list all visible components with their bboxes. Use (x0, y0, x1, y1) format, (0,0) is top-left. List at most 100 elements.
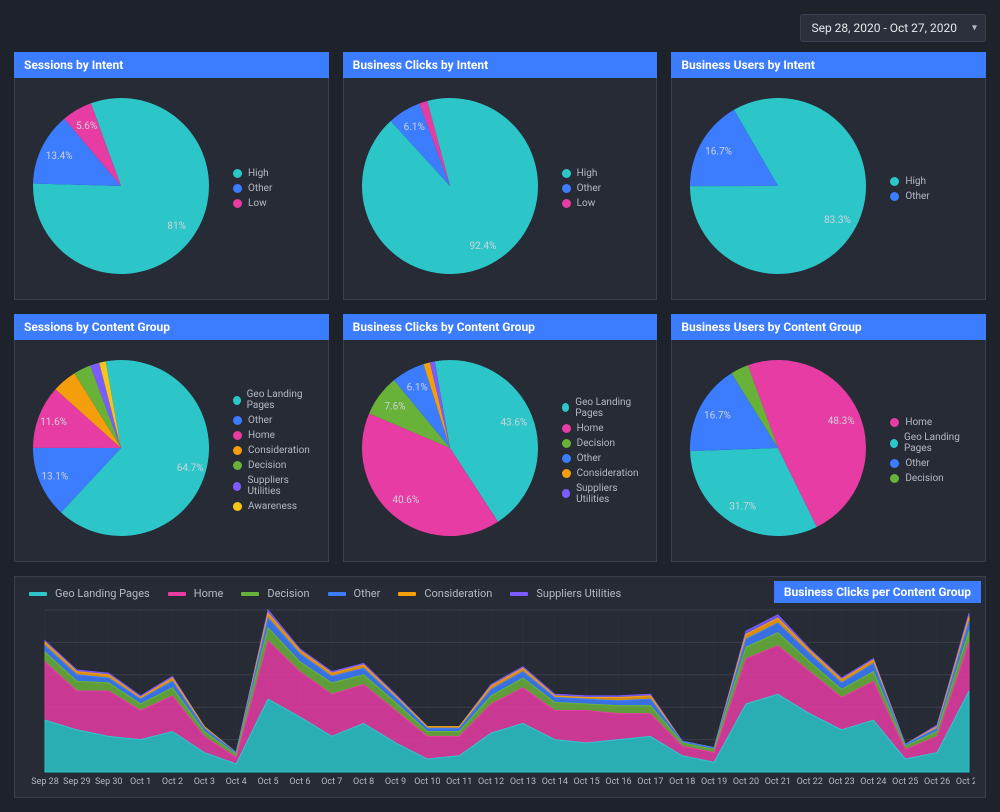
legend-item[interactable]: Home (890, 417, 977, 428)
pie-slice-pct: 83.3% (824, 215, 851, 226)
legend-swatch (233, 396, 241, 405)
panel-title: Business Users by Content Group (671, 314, 986, 340)
legend-item[interactable]: Other (890, 191, 929, 202)
legend-swatch (890, 459, 899, 468)
legend-label: Suppliers Utilities (247, 475, 319, 497)
legend-label: Consideration (248, 445, 310, 456)
panel-title: Sessions by Intent (14, 52, 329, 78)
x-axis-label: Oct 14 (542, 777, 568, 787)
legend-item[interactable]: High (890, 176, 929, 187)
series-legend-item[interactable]: Other (328, 587, 381, 600)
legend-item[interactable]: Consideration (562, 468, 649, 479)
legend-label: Other (248, 415, 272, 426)
panel-body: 81% 13.4% 5.6% High Other Low (14, 78, 329, 300)
pie-slice-pct: 81% (167, 221, 186, 232)
pie-legend: Geo Landing Pages Other Home Consideration D… (233, 389, 320, 512)
legend-item[interactable]: Decision (233, 460, 320, 471)
series-legend-item[interactable]: Geo Landing Pages (29, 587, 150, 600)
x-axis-label: Oct 20 (733, 777, 759, 787)
legend-swatch (398, 592, 416, 596)
legend-item[interactable]: Other (233, 415, 320, 426)
legend-item[interactable]: Home (562, 423, 649, 434)
series-legend-item[interactable]: Home (168, 587, 224, 600)
legend-item[interactable]: Decision (562, 438, 649, 449)
legend-item[interactable]: High (562, 168, 601, 179)
pie-panel-clicks-content: Business Clicks by Content Group43.6%40.… (343, 314, 658, 562)
x-axis-label: Sep 30 (95, 777, 123, 787)
legend-swatch (29, 592, 47, 596)
legend-item[interactable]: Other (562, 183, 601, 194)
panel-body: 92.4%6.1% High Other Low (343, 78, 658, 300)
legend-swatch (233, 431, 242, 440)
legend-label: High (577, 168, 598, 179)
legend-swatch (562, 439, 571, 448)
legend-item[interactable]: Other (562, 453, 649, 464)
pie-slice-pct: 5.6% (76, 121, 97, 132)
pie-panel-sessions-content: Sessions by Content Group64.7%13.1%11.6%… (14, 314, 329, 562)
legend-item[interactable]: Awareness (233, 501, 320, 512)
legend-swatch (562, 403, 570, 412)
legend-label: Other (577, 453, 601, 464)
legend-swatch (233, 184, 242, 193)
legend-label: Geo Landing Pages (247, 389, 320, 411)
pie-slice-pct: 6.1% (406, 382, 427, 393)
area-chart-title: Business Clicks per Content Group (774, 581, 981, 603)
panel-title: Sessions by Content Group (14, 314, 329, 340)
panel-body: 64.7%13.1%11.6%Geo Landing PagesOtherHom… (14, 340, 329, 562)
legend-label: Consideration (577, 468, 639, 479)
legend-item[interactable]: Consideration (233, 445, 320, 456)
series-legend-item[interactable]: Suppliers Utilities (510, 587, 621, 600)
pie-chart: 92.4%6.1% (352, 86, 548, 291)
panel-body: 83.3% 16.7% High Other (671, 78, 986, 300)
x-axis-label: Oct 23 (828, 777, 854, 787)
panel-body: 43.6%40.6%7.6%6.1%Geo Landing PagesHomeD… (343, 340, 658, 562)
legend-swatch (562, 489, 570, 498)
series-legend-item[interactable]: Decision (241, 587, 309, 600)
legend-item[interactable]: Geo Landing Pages (233, 389, 320, 411)
legend-label: Other (905, 191, 929, 202)
pie-slice-pct: 16.7% (705, 146, 732, 157)
legend-label: Low (577, 198, 596, 209)
legend-item[interactable]: Low (562, 198, 601, 209)
legend-item[interactable]: Low (233, 198, 272, 209)
x-axis-label: Oct 22 (797, 777, 823, 787)
pie-slice-pct: 13.4% (46, 151, 73, 162)
x-axis-label: Oct 18 (669, 777, 695, 787)
date-range-picker[interactable]: Sep 28, 2020 - Oct 27, 2020 ▾ (800, 14, 986, 42)
pie-panel-users-intent: Business Users by Intent 83.3% 16.7% High Ot… (671, 52, 986, 300)
legend-label: Other (905, 458, 929, 469)
legend-swatch (233, 502, 242, 511)
legend-item[interactable]: Home (233, 430, 320, 441)
area-chart-legend: Geo Landing Pages Home Decision Other Consid… (15, 577, 675, 604)
series-legend-item[interactable]: Consideration (398, 587, 492, 600)
panel-title: Business Users by Intent (671, 52, 986, 78)
legend-swatch (328, 592, 346, 596)
legend-swatch (233, 461, 242, 470)
legend-swatch (562, 454, 571, 463)
legend-item[interactable]: Geo Landing Pages (562, 397, 649, 419)
legend-label: Decision (267, 587, 309, 600)
legend-item[interactable]: Suppliers Utilities (233, 475, 320, 497)
legend-swatch (233, 199, 242, 208)
legend-item[interactable]: Other (233, 183, 272, 194)
legend-swatch (562, 169, 571, 178)
pie-legend: Home Geo Landing Pages Other Decision (890, 417, 977, 484)
x-axis-label: Oct 27 (956, 777, 975, 787)
pie-slice-pct: 92.4% (469, 241, 496, 252)
legend-item[interactable]: Other (890, 458, 977, 469)
pie-slice-pct: 40.6% (392, 495, 419, 506)
x-axis-label: Oct 8 (353, 777, 374, 787)
pie-chart: 83.3% 16.7% (680, 86, 876, 291)
legend-swatch (233, 169, 242, 178)
legend-item[interactable]: Decision (890, 473, 977, 484)
legend-item[interactable]: Geo Landing Pages (890, 432, 977, 454)
legend-item[interactable]: High (233, 168, 272, 179)
area-chart: Sep 28Sep 29Sep 30Oct 1Oct 2Oct 3Oct 4Oc… (15, 604, 975, 794)
pie-panel-clicks-intent: Business Clicks by Intent92.4%6.1%HighOt… (343, 52, 658, 300)
x-axis-label: Sep 29 (63, 777, 91, 787)
panel-body: 48.3%31.7%16.7%HomeGeo Landing PagesOthe… (671, 340, 986, 562)
legend-label: Geo Landing Pages (904, 432, 977, 454)
legend-item[interactable]: Suppliers Utilities (562, 483, 649, 505)
legend-label: Awareness (248, 501, 297, 512)
legend-label: Home (577, 423, 604, 434)
